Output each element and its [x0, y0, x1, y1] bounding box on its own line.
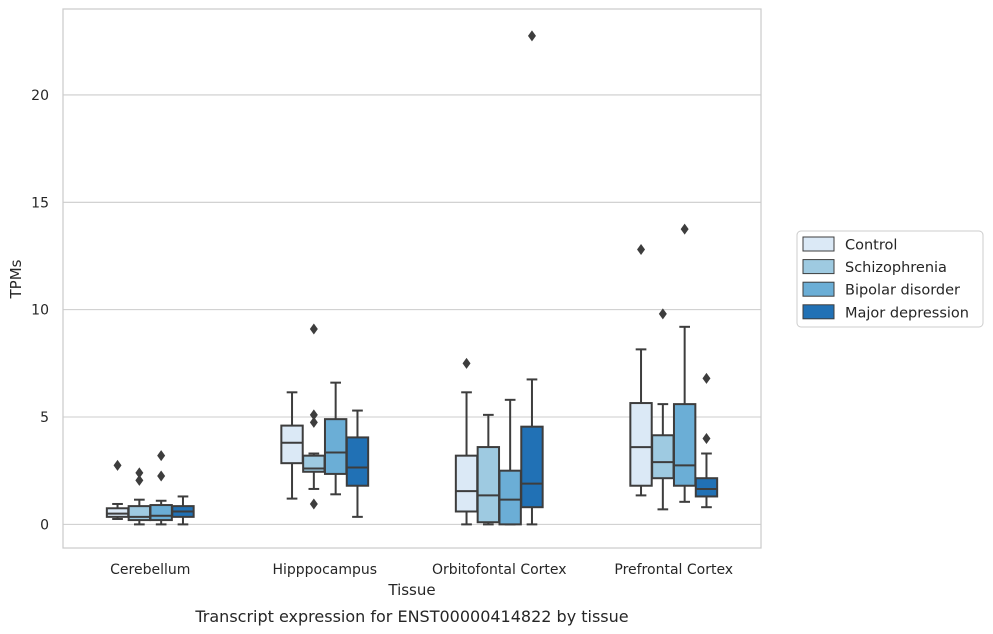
chart-caption: Transcript expression for ENST0000041482… — [194, 607, 628, 626]
box-iqr — [127, 505, 152, 522]
x-tick-labels: Cerebellum Hipppocampus Orbitofontal Corte… — [110, 562, 733, 578]
box — [520, 30, 544, 526]
y-tick-label: 0 — [40, 517, 49, 533]
x-tick-label: Hipppocampus — [272, 562, 377, 578]
legend: Control Schizophrenia Bipolar disorder Majo… — [796, 230, 984, 328]
box — [672, 223, 697, 503]
y-axis-label: TPMs — [7, 259, 25, 299]
outlier-point — [637, 244, 646, 256]
x-tick-label: Cerebellum — [110, 562, 190, 578]
box-iqr — [323, 418, 348, 475]
legend-swatch — [802, 281, 835, 297]
plot-frame — [62, 8, 762, 549]
outlier-point — [309, 498, 318, 510]
y-tick-label: 10 — [31, 303, 49, 319]
box — [280, 391, 304, 500]
legend-swatch — [802, 236, 835, 252]
x-tick-label: Orbitofontal Cortex — [432, 562, 567, 578]
y-tick-label: 15 — [31, 195, 49, 211]
series-major-depression — [171, 30, 719, 526]
legend-entry: Major depression — [845, 305, 969, 321]
outlier-point — [658, 308, 667, 320]
outlier-point — [157, 470, 166, 482]
outlier-point — [157, 450, 166, 462]
box-iqr — [694, 477, 719, 498]
box-iqr — [149, 504, 173, 522]
outlier-point — [462, 357, 471, 369]
box-iqr — [454, 454, 479, 513]
outlier-point — [702, 432, 711, 444]
series-schizophrenia — [127, 308, 675, 526]
y-tick-label: 5 — [40, 410, 49, 426]
box-iqr — [629, 402, 653, 487]
box — [323, 381, 348, 496]
box-iqr — [476, 446, 501, 524]
box-iqr — [345, 436, 370, 487]
legend-entry: Control — [845, 238, 897, 254]
box-iqr — [672, 403, 697, 487]
box-iqr — [520, 425, 544, 509]
outlier-point — [680, 223, 689, 235]
outlier-point — [135, 474, 144, 486]
legend-swatch — [802, 304, 835, 320]
box-iqr — [651, 434, 675, 480]
outlier-point — [702, 372, 711, 384]
box-iqr — [280, 424, 304, 465]
legend-entry: Bipolar disorder — [845, 283, 960, 299]
outlier-point — [309, 323, 318, 335]
legend-frame — [796, 230, 984, 328]
legend-swatch — [802, 259, 835, 275]
box-iqr — [105, 507, 130, 518]
box — [171, 495, 195, 526]
outlier-point — [309, 409, 318, 421]
box — [127, 467, 152, 526]
outlier-point — [309, 416, 318, 428]
legend-entry: Schizophrenia — [845, 260, 947, 276]
outlier-point — [135, 467, 144, 479]
box-iqr — [498, 469, 522, 526]
series-control — [105, 244, 653, 526]
series-bipolar-disorder — [149, 223, 697, 526]
y-tick-label: 20 — [31, 88, 49, 104]
y-tick-labels: 0 5 10 15 20 — [31, 88, 49, 533]
box — [694, 372, 719, 509]
x-axis-label: Tissue — [387, 581, 435, 599]
x-tick-label: Prefrontal Cortex — [614, 562, 733, 578]
box-groups — [105, 30, 719, 526]
outlier-point — [113, 459, 122, 471]
box — [476, 413, 501, 526]
outlier-point — [527, 30, 536, 42]
box — [345, 409, 370, 518]
